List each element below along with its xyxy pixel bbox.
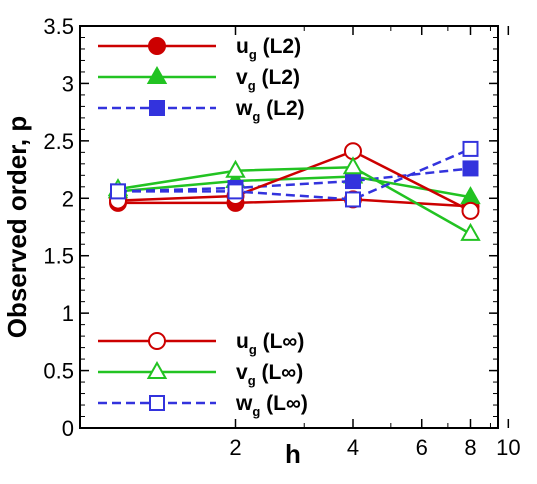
legend-linf: ug (L∞) vg (L∞) wg (L∞) — [98, 330, 308, 419]
legend-layer: ug (L2) vg (L2) wg (L2) ug (L∞) vg (L∞) wg (L… — [98, 35, 308, 419]
series-line — [118, 147, 471, 201]
series-line — [117, 175, 471, 199]
legend-marker — [146, 65, 168, 84]
legend-entry: ug (L∞) — [98, 330, 304, 357]
data-point — [342, 156, 364, 175]
legend-label: wg (L2) — [235, 97, 305, 124]
y-tick-labels: 0 0.5 1 1.5 2 2.5 3 3.5 — [43, 14, 74, 441]
x-tick-label: 2 — [229, 435, 241, 460]
legend-label: vg (L∞) — [236, 361, 303, 388]
data-point — [460, 222, 481, 241]
axis-ticks — [80, 25, 510, 429]
legend-marker — [148, 37, 166, 55]
x-tick-label: 6 — [416, 435, 428, 460]
data-point — [345, 173, 361, 190]
legend-marker — [146, 360, 168, 379]
data-point — [110, 183, 126, 200]
plot-frame — [79, 25, 499, 429]
y-tick-label: 2.5 — [43, 129, 74, 154]
data-point — [225, 159, 246, 178]
legend-entry: vg (L2) — [98, 65, 300, 93]
y-axis-title: Observed order, p — [2, 116, 32, 339]
legend-l2: ug (L2) vg (L2) wg (L2) — [98, 35, 305, 124]
series-line — [118, 198, 471, 208]
series — [110, 140, 479, 208]
x-axis-title: h — [285, 439, 301, 469]
data-point — [462, 140, 479, 157]
legend-marker — [149, 100, 165, 116]
legend-entry: wg (L2) — [98, 97, 305, 124]
legend-marker — [149, 395, 165, 411]
x-tick-label: 4 — [347, 435, 359, 460]
series-layer — [107, 140, 481, 241]
y-tick-label: 3 — [62, 71, 74, 96]
y-tick-label: 1 — [62, 301, 74, 326]
series-line — [117, 149, 472, 213]
data-point — [345, 191, 361, 208]
legend-label: vg (L2) — [236, 66, 300, 93]
y-tick-label: 3.5 — [43, 14, 74, 39]
legend-marker — [148, 332, 166, 350]
y-tick-label: 0 — [62, 416, 74, 441]
legend-label: ug (L∞) — [236, 330, 304, 357]
data-point — [462, 160, 479, 177]
legend-label: ug (L2) — [236, 35, 301, 62]
data-point — [461, 201, 480, 220]
legend-entry: vg (L∞) — [98, 360, 303, 388]
y-tick-label: 2 — [62, 186, 74, 211]
y-tick-label: 1.5 — [43, 244, 74, 269]
data-point — [227, 183, 244, 200]
legend-entry: ug (L2) — [98, 35, 301, 62]
legend-label: wg (L∞) — [235, 392, 308, 419]
x-tick-labels: 2 4 6 8 10 — [229, 435, 520, 460]
x-tick-label: 8 — [464, 435, 476, 460]
y-tick-label: 0.5 — [43, 359, 74, 384]
legend-entry: wg (L∞) — [98, 392, 308, 419]
series-line — [117, 166, 472, 235]
x-tick-label: 10 — [496, 435, 520, 460]
